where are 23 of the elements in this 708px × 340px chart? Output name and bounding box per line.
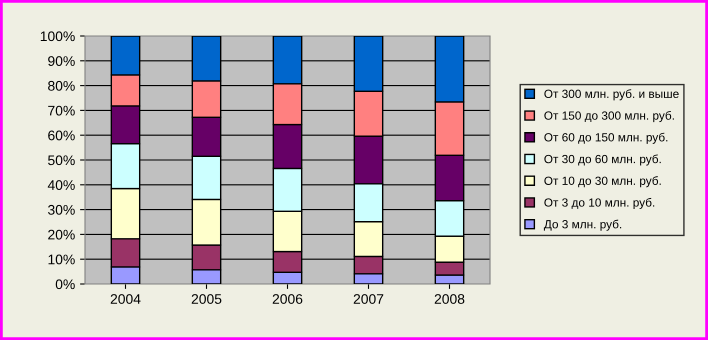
legend-label: От 30 до 60 млн. руб. xyxy=(544,154,661,166)
y-tick-label: 20% xyxy=(48,230,75,240)
x-tick-label: 2006 xyxy=(272,294,302,304)
legend-label: От 3 до 10 млн. руб. xyxy=(544,198,654,210)
y-tick-label: 70% xyxy=(48,106,75,116)
x-tick-label: 2007 xyxy=(354,294,384,304)
y-tick-label: 40% xyxy=(48,180,75,190)
x-tick-label: 2004 xyxy=(110,294,141,304)
y-tick-label: 100% xyxy=(40,31,75,42)
legend-label: До 3 млн. руб. xyxy=(544,220,622,231)
legend-label: От 60 до 150 млн. руб. xyxy=(544,132,668,144)
y-tick-label: 90% xyxy=(48,56,75,66)
legend-label: От 300 млн. руб. и выше xyxy=(544,89,679,100)
legend-label: От 150 до 300 млн. руб. xyxy=(544,110,674,122)
y-tick-label: 50% xyxy=(48,155,75,166)
legend-label: От 10 до 30 млн. руб. xyxy=(544,176,661,188)
y-tick-label: 0% xyxy=(56,279,75,290)
x-tick-label: 2008 xyxy=(434,294,464,304)
y-tick-label: 30% xyxy=(48,204,75,215)
x-tick-label: 2005 xyxy=(192,294,222,304)
y-tick-label: 80% xyxy=(48,80,75,91)
y-tick-label: 10% xyxy=(48,254,75,264)
y-tick-label: 60% xyxy=(48,130,75,140)
